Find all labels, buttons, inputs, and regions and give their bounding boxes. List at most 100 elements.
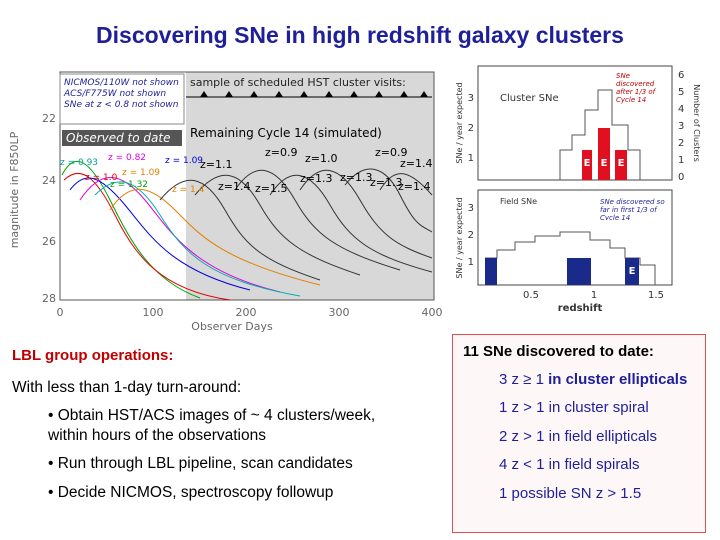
cluster-frame: [477, 65, 673, 181]
z-label: z=1.3: [300, 172, 332, 185]
operations-intro: With less than 1-day turn-around:: [12, 379, 242, 396]
y2-axis-label: Number of Clusters: [692, 84, 701, 162]
field-histogram: [485, 231, 656, 285]
discovery-item: 1 possible SN z > 1.5: [499, 485, 642, 502]
z-label: z = 1.0: [85, 173, 118, 183]
y2-tick-label: 4: [678, 104, 684, 115]
redshift-labels: z = 0.93 z = 0.82 z = 1.09 z = 1.0 z = 1…: [60, 146, 432, 195]
z-label: z=1.4: [400, 157, 432, 170]
cluster-sn-bar: [582, 150, 592, 180]
y-tick-label: 1: [468, 257, 474, 268]
field-sn-bar: [567, 258, 591, 285]
redshift-plot: E E E Cluster SNe SNe discovered after 1…: [455, 65, 701, 314]
type-marker: E: [618, 158, 625, 169]
cluster-title: Cluster SNe: [500, 93, 559, 104]
z-label: z=1.4: [218, 180, 250, 193]
x-axis-label: redshift: [558, 303, 603, 314]
y-axis-label: SNe / year expected: [455, 82, 464, 163]
y-axis-label: magnitude in F850LP: [8, 131, 21, 248]
observed-label: Observed to date: [66, 131, 170, 145]
discovery-item: 4 z < 1 in field spirals: [499, 456, 640, 473]
y2-tick-label: 0: [678, 172, 684, 183]
z-label: z = 1.09: [165, 156, 203, 166]
light-curve-plot: NICMOS/110W not shown ACS/F775W not show…: [8, 71, 443, 333]
y-tick-label: 2: [468, 123, 474, 134]
y2-tick-label: 1: [678, 155, 684, 166]
redshift-ticks: 3 2 1 6 5 4 3 2 1 0 3 2 1 0.5 1 1.5: [468, 70, 685, 301]
curve: [61, 160, 201, 299]
y-tick-label: 22: [42, 112, 56, 125]
z-label: z = 1.4: [172, 185, 205, 195]
x-tick-label: 1: [591, 290, 597, 301]
type-marker: E: [601, 158, 608, 169]
field-sn-bar: [625, 258, 639, 285]
cluster-histogram: [559, 89, 641, 180]
field-note: SNe discovered so far in first 1/3 of Cy…: [600, 198, 665, 220]
x-tick-label: 1.5: [648, 290, 664, 301]
visits-label: sample of scheduled HST cluster visits:: [190, 76, 406, 89]
discovery-item: 2 z > 1 in field ellipticals: [499, 428, 657, 445]
discoveries-heading: 11 SNe discovered to date:: [463, 343, 654, 360]
discovery-item: 3 z ≥ 1 in cluster ellipticals: [499, 371, 687, 388]
curve: [344, 168, 433, 233]
x-tick-label: 100: [143, 306, 164, 319]
discoveries-box: 11 SNe discovered to date: 3 z ≥ 1 in cl…: [452, 334, 706, 533]
remaining-label: Remaining Cycle 14 (simulated): [190, 126, 382, 140]
y-tick-label: 1: [468, 153, 474, 164]
axis-ticks: 22 24 26 28 0 100 200 300 400: [42, 112, 443, 319]
cluster-sn-bar: [598, 128, 610, 180]
y-tick-label: 24: [42, 174, 56, 187]
y-tick-label: 3: [468, 93, 474, 104]
z-label: z=1.1: [200, 158, 232, 171]
visit-marker: [200, 91, 428, 97]
visit-markers: [200, 91, 428, 97]
note: ACS/F775W not shown: [63, 89, 166, 99]
curve: [63, 172, 231, 301]
y-tick-label: 28: [42, 292, 56, 305]
z-label: z=0.9: [265, 146, 297, 159]
y-tick-label: 2: [468, 230, 474, 241]
z-label: z=1.0: [305, 152, 337, 165]
x-tick-label: 0.5: [523, 290, 539, 301]
curve: [69, 177, 251, 291]
type-marker: E: [584, 158, 591, 169]
discovery-item: 1 z > 1 in cluster spiral: [499, 399, 649, 416]
x-tick-label: 0: [57, 306, 64, 319]
curve: [79, 177, 281, 293]
y2-tick-label: 3: [678, 121, 684, 132]
y-axis-label: SNe / year expected: [455, 197, 464, 278]
y-tick-label: 26: [42, 235, 56, 248]
x-tick-label: 200: [236, 306, 257, 319]
z-label: z=1.5: [255, 182, 287, 195]
z-label: z=1.4: [398, 180, 430, 193]
curve: [194, 174, 361, 276]
bullet-line: • Decide NICMOS, spectroscopy followup: [48, 484, 334, 501]
curve: [109, 188, 321, 286]
field-note-box: SNe discovered so far in first 1/3 of Cy…: [600, 198, 665, 220]
z-label: z=1.3: [340, 171, 372, 184]
z-label: z = 1.09: [122, 168, 160, 178]
field-title: Field SNe: [500, 197, 537, 206]
x-tick-label: 300: [329, 306, 350, 319]
plot-frame: [59, 71, 435, 301]
z-label: z = 0.93: [60, 158, 98, 168]
y2-tick-label: 5: [678, 87, 684, 98]
curve: [94, 181, 301, 297]
observed-label-bg: [62, 130, 182, 146]
x-tick-label: 400: [422, 306, 443, 319]
cluster-sn-bar: [615, 150, 627, 180]
curve: [159, 179, 321, 281]
bullet-line: • Run through LBL pipeline, scan candida…: [48, 455, 353, 472]
operations-heading: LBL group operations:: [12, 347, 174, 364]
type-marker: E: [629, 266, 636, 277]
curve: [299, 169, 433, 259]
cluster-note: SNe discovered after 1/3 of Cycle 14: [616, 72, 656, 104]
discovery-emphasis: in cluster ellipticals: [548, 371, 688, 388]
z-label: z = 1.32: [110, 180, 148, 190]
z-label: z=1.3: [370, 176, 402, 189]
z-label: z = 0.82: [108, 153, 146, 163]
light-curves: [61, 160, 433, 301]
